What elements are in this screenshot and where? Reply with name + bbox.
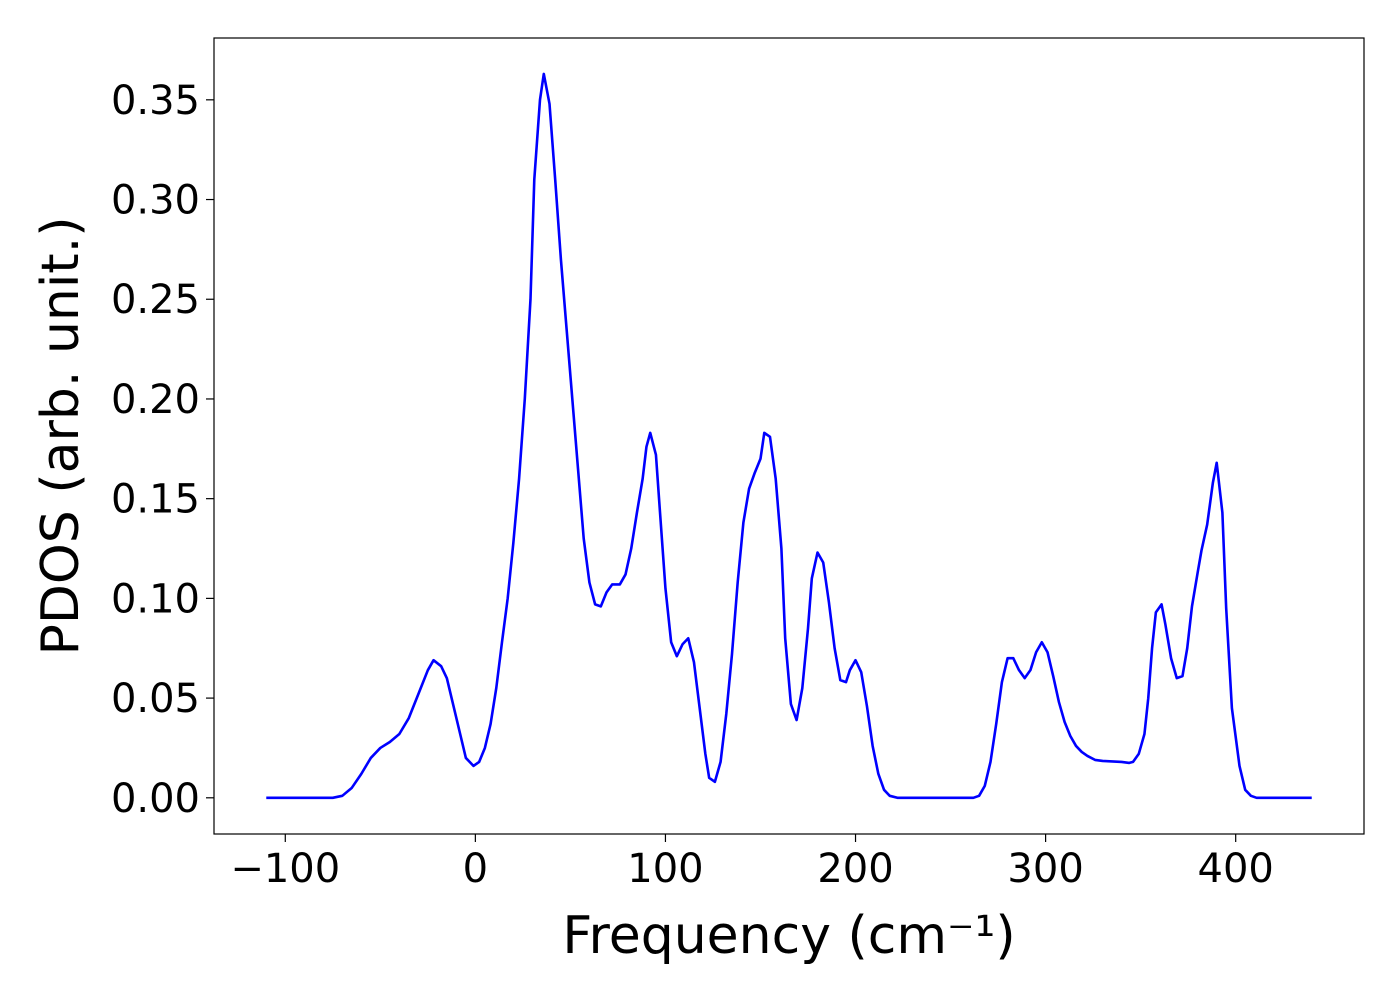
y-tick-label: 0.35 xyxy=(111,78,200,124)
x-tick-label: 400 xyxy=(1198,846,1274,892)
y-axis-label: PDOS (arb. unit.) xyxy=(31,216,91,655)
line-series xyxy=(266,72,1312,800)
y-tick-label: 0.30 xyxy=(111,178,200,224)
plot-frame xyxy=(213,37,1365,835)
x-tick-label: 0 xyxy=(463,846,488,892)
x-axis-label: Frequency (cm⁻¹) xyxy=(562,906,1015,966)
y-tick-label: 0.15 xyxy=(111,477,200,523)
x-tick-label: 300 xyxy=(1007,846,1083,892)
y-tick-label: 0.00 xyxy=(111,776,200,822)
x-tick-label: −100 xyxy=(230,846,340,892)
y-tick-label: 0.05 xyxy=(111,676,200,722)
x-tick-label: 100 xyxy=(627,846,703,892)
x-tick-label: 200 xyxy=(817,846,893,892)
y-tick-label: 0.10 xyxy=(111,576,200,622)
y-tick-label: 0.25 xyxy=(111,277,200,323)
y-tick-label: 0.20 xyxy=(111,377,200,423)
